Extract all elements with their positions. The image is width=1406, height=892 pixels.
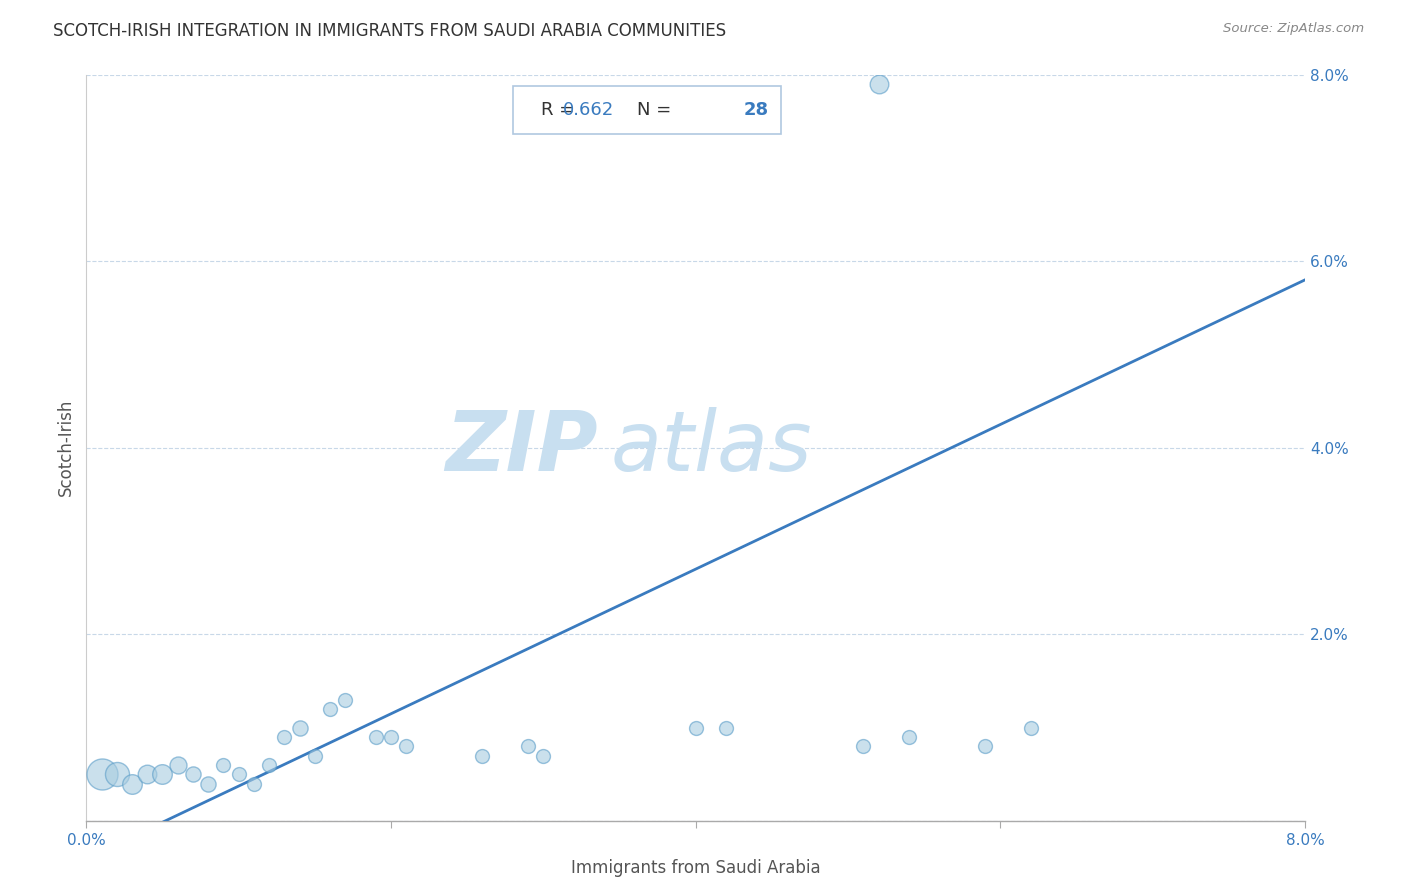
Point	[395, 739, 418, 754]
Text: R =: R =	[541, 101, 579, 119]
Text: atlas: atlas	[610, 408, 813, 488]
Text: N =: N =	[637, 101, 678, 119]
Point	[471, 748, 494, 763]
Point	[319, 702, 342, 716]
Point	[181, 767, 204, 781]
Point	[531, 748, 554, 763]
Point	[212, 758, 235, 772]
Point	[364, 730, 387, 744]
Point	[868, 77, 890, 91]
Point	[288, 721, 311, 735]
Point	[243, 777, 266, 791]
Point	[105, 767, 128, 781]
Y-axis label: Scotch-Irish: Scotch-Irish	[58, 399, 75, 497]
Point	[273, 730, 295, 744]
Point	[304, 748, 326, 763]
Point	[852, 739, 875, 754]
Point	[228, 767, 250, 781]
Point	[517, 739, 540, 754]
Point	[335, 692, 357, 706]
Point	[197, 777, 219, 791]
Text: Source: ZipAtlas.com: Source: ZipAtlas.com	[1223, 22, 1364, 36]
Point	[90, 767, 112, 781]
FancyBboxPatch shape	[513, 86, 780, 134]
Point	[685, 721, 707, 735]
Point	[714, 721, 737, 735]
Point	[974, 739, 997, 754]
Point	[380, 730, 402, 744]
Point	[152, 767, 174, 781]
Point	[1019, 721, 1042, 735]
Point	[121, 777, 143, 791]
Point	[136, 767, 159, 781]
Point	[257, 758, 280, 772]
Point	[166, 758, 188, 772]
Text: 28: 28	[744, 101, 769, 119]
Text: ZIP: ZIP	[446, 408, 598, 488]
Text: SCOTCH-IRISH INTEGRATION IN IMMIGRANTS FROM SAUDI ARABIA COMMUNITIES: SCOTCH-IRISH INTEGRATION IN IMMIGRANTS F…	[53, 22, 727, 40]
X-axis label: Immigrants from Saudi Arabia: Immigrants from Saudi Arabia	[571, 859, 821, 877]
Text: 0.662: 0.662	[562, 101, 614, 119]
Point	[897, 730, 920, 744]
